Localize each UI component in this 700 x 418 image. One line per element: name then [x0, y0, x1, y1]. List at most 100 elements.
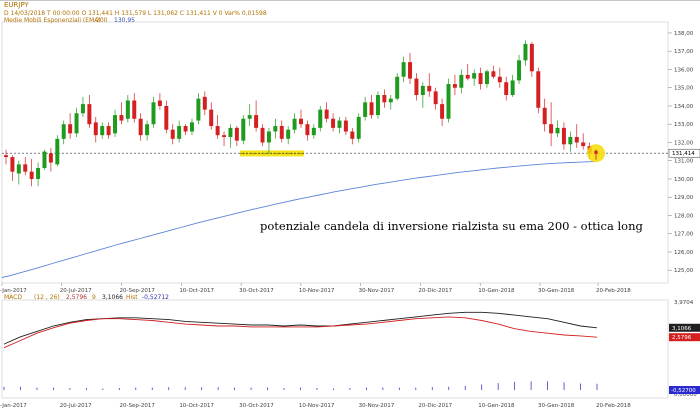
candle-bearish [183, 126, 188, 132]
candle-bearish [343, 120, 348, 132]
candle-bullish [292, 118, 297, 130]
macd-x-tick-label: 20-Sep-2017 [120, 403, 156, 409]
hist-value-tag [669, 386, 700, 394]
candle-bullish [196, 98, 201, 121]
candle-bearish [382, 95, 387, 103]
candle-bearish [433, 91, 438, 105]
candle-bullish [61, 124, 66, 139]
last-price-label: 131,414 [672, 151, 695, 157]
candle-bearish [408, 62, 413, 79]
macd-x-tick-label: 30-Oct-2017 [239, 403, 274, 409]
candle-bullish [420, 85, 425, 96]
candle-bullish [286, 129, 291, 139]
candle-bearish [254, 115, 259, 128]
candle-bullish [247, 115, 252, 119]
price-y-tick-label: 128,00 [674, 213, 694, 219]
candle-bearish [138, 118, 143, 136]
macd-line [3, 311, 598, 345]
price-y-tick-label: 137,00 [674, 49, 694, 55]
candle-bearish [164, 105, 169, 130]
candle-bearish [48, 153, 53, 163]
candle-bullish [80, 104, 85, 114]
macd-y-top-label: 3,9704 [674, 300, 694, 306]
candle-bullish [395, 76, 400, 99]
price-y-tick-label: 135,00 [674, 86, 694, 92]
candle-bearish [305, 124, 310, 136]
candle-bearish [581, 142, 586, 147]
candle-bullish [356, 116, 361, 139]
candle-bearish [23, 164, 28, 172]
candle-bullish [16, 164, 21, 174]
candle-bullish [74, 113, 79, 134]
candle-bearish [170, 129, 175, 139]
candle-bullish [266, 131, 271, 143]
candle-bullish [273, 126, 278, 132]
candle-bullish [241, 118, 246, 141]
candle-bearish [324, 109, 329, 119]
macd-value-label: 3,1066 [672, 326, 692, 332]
price-x-tick-label: 30-Oct-2017 [239, 288, 274, 294]
price-y-tick-label: 125,00 [674, 268, 694, 274]
candle-bearish [93, 122, 98, 136]
macd-value-tag [669, 323, 700, 332]
candle-bearish [106, 126, 111, 136]
candle-bearish [331, 118, 336, 128]
candle-bullish [177, 126, 182, 139]
macd-legend-v1: 2,5796 [66, 294, 87, 301]
candle-bearish [215, 126, 220, 136]
price-x-tick-label: 10-Oct-2017 [179, 288, 214, 294]
candle-bearish [68, 124, 73, 134]
candle-bearish [549, 124, 554, 134]
candle-bearish [369, 102, 374, 116]
macd-x-tick-label: 10-Oct-2017 [179, 403, 214, 409]
candle-bullish [517, 60, 522, 81]
macd-signal-line [3, 316, 598, 349]
ema-legend-period: 200 [96, 17, 108, 24]
macd-x-tick-label: 10-Gen-2018 [478, 403, 515, 409]
candle-bearish [427, 85, 432, 92]
price-y-tick-label: 132,00 [674, 140, 694, 146]
price-y-tick-label: 126,00 [674, 250, 694, 256]
price-x-tick-label: 30-Gen-2018 [538, 288, 575, 294]
candle-bearish [119, 115, 124, 121]
candle-bearish [87, 104, 92, 125]
price-y-tick-label: 130,00 [674, 177, 694, 183]
candle-bearish [157, 100, 162, 106]
candle-bullish [446, 84, 451, 119]
candle-bullish [125, 100, 130, 119]
candle-bullish [42, 151, 47, 169]
price-y-tick-label: 133,00 [674, 122, 694, 128]
macd-y-zero-label: 0,00000 [674, 392, 697, 398]
candle-bearish [350, 131, 355, 139]
macd-legend-hist: Hist [126, 294, 138, 301]
price-y-tick-label: 127,00 [674, 232, 694, 238]
candle-bearish [29, 171, 34, 179]
price-panel-frame [1, 21, 669, 284]
candle-bullish [568, 136, 573, 145]
candle-bearish [504, 82, 509, 96]
candle-bullish [459, 74, 464, 88]
candle-bearish [561, 127, 566, 145]
candle-bullish [228, 127, 233, 137]
macd-panel-frame [1, 299, 669, 399]
candle-bearish [465, 74, 470, 79]
candle-bearish [491, 71, 496, 77]
macd-x-tick-label: -Jan-2017 [0, 403, 27, 409]
candle-bearish [497, 76, 502, 83]
price-y-tick-label: 131,00 [674, 159, 694, 165]
candle-bullish [337, 120, 342, 128]
candle-bullish [472, 73, 477, 79]
price-y-tick-label: 138,00 [674, 31, 694, 37]
candle-bearish [260, 127, 265, 143]
candle-bullish [151, 102, 156, 125]
candle-bullish [113, 115, 118, 134]
hist-value-label: -0,52700 [671, 388, 696, 394]
candle-bearish [279, 126, 284, 139]
last-price-tag [668, 148, 700, 158]
candle-bullish [401, 62, 406, 77]
macd-x-tick-label: 30-Nov-2017 [359, 403, 395, 409]
candle-bullish [311, 127, 316, 136]
ema200-line [1, 161, 596, 278]
price-x-tick-label: 10-Gen-2018 [478, 288, 515, 294]
